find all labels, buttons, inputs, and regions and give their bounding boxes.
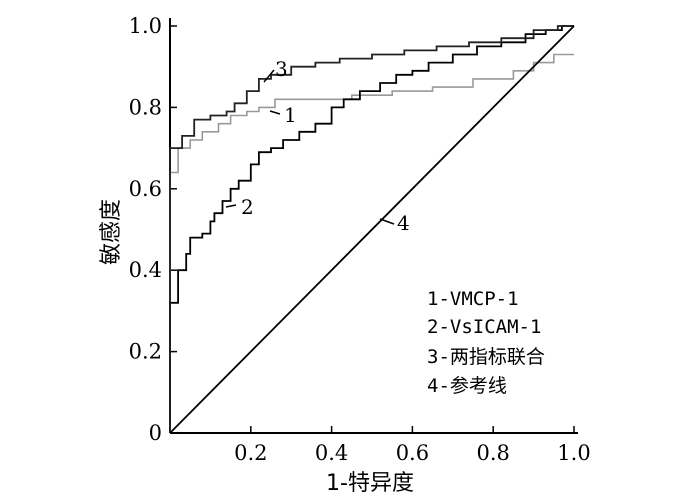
x-tick-label: 0.2 [234, 441, 267, 465]
legend: 1-VMCP-1 2-VsICAM-1 3-两指标联合 4-参考线 [427, 288, 545, 397]
x-tick-label: 1.0 [557, 441, 590, 465]
roc-curve-1 [169, 53, 574, 433]
x-tick-label: 0.8 [476, 441, 509, 465]
curve-label-1-leader [269, 110, 281, 115]
legend-entry-3: 3-两指标联合 [427, 346, 545, 368]
curve-label-1: 1 [284, 103, 297, 127]
y-axis-title: 敏感度 [99, 199, 124, 265]
y-tick-label: 0.4 [129, 258, 162, 282]
x-ticks: 0.2 0.4 0.6 0.8 1.0 [234, 426, 591, 465]
curve-label-4: 4 [397, 211, 410, 235]
roc-curves [169, 25, 575, 434]
roc-curve-3 [169, 25, 574, 433]
y-ticks: 0 0.2 0.4 0.6 0.8 1.0 [129, 14, 177, 445]
x-axis-title: 1-特异度 [326, 471, 414, 496]
x-tick-label: 0.6 [396, 441, 429, 465]
curve-label-4-leader [379, 218, 395, 225]
y-tick-label: 1.0 [129, 14, 162, 38]
curve-label-3: 3 [275, 57, 288, 81]
legend-entry-1: 1-VMCP-1 [427, 288, 519, 310]
legend-entry-2: 2-VsICAM-1 [427, 316, 541, 338]
legend-entry-4: 4-参考线 [427, 375, 507, 397]
curve-label-2-leader [225, 204, 237, 208]
y-tick-label: 0.2 [129, 340, 162, 364]
y-tick-label: 0 [149, 421, 162, 445]
y-tick-label: 0.8 [129, 95, 162, 119]
roc-curve-2 [169, 25, 574, 433]
curve-label-3-leader [263, 69, 275, 83]
y-tick-label: 0.6 [129, 177, 162, 201]
roc-curve-4 [169, 25, 575, 434]
curve-labels: 3 1 2 4 [225, 57, 410, 235]
x-tick-label: 0.4 [315, 441, 348, 465]
curve-label-2: 2 [241, 195, 254, 219]
